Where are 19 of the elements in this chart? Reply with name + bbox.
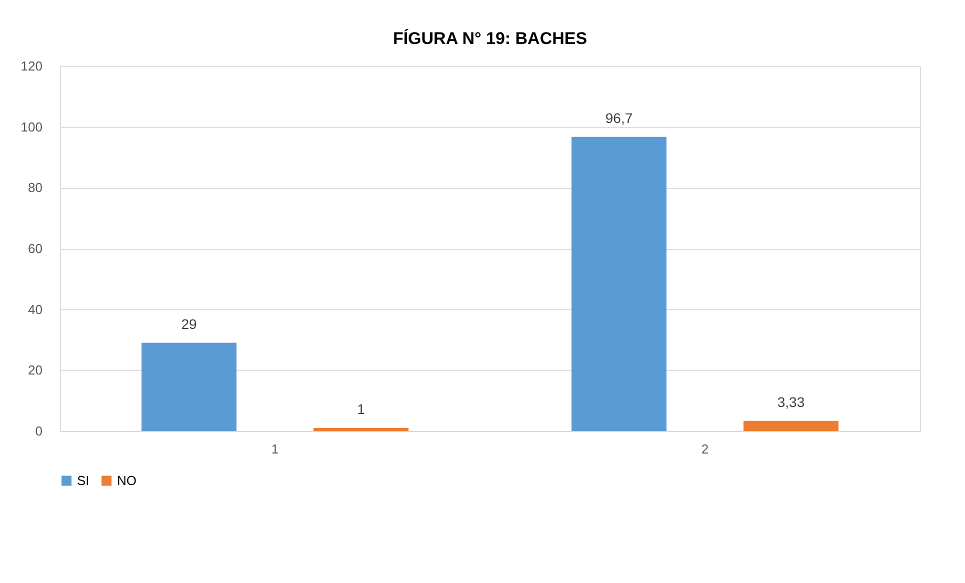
legend-label: SI: [77, 472, 90, 488]
y-tick-label: 120: [20, 58, 42, 74]
legend-label: NO: [117, 472, 136, 488]
bar: [142, 342, 236, 431]
x-tick-label: 2: [701, 442, 709, 456]
bar: [744, 420, 838, 431]
y-tick-label: 0: [35, 424, 42, 438]
data-label: 96,7: [605, 110, 633, 126]
y-tick-label: 20: [28, 362, 42, 378]
bar: [314, 428, 408, 431]
data-label: 3,33: [777, 394, 805, 410]
chart-title: FÍGURA N° 19: BACHES: [392, 28, 588, 48]
y-tick-label: 100: [20, 119, 42, 134]
data-label: 29: [181, 316, 197, 332]
bar: [572, 136, 666, 431]
y-tick-label: 40: [28, 302, 42, 317]
y-tick-label: 60: [28, 241, 42, 256]
data-label: 1: [357, 400, 366, 417]
y-tick-label: 80: [28, 180, 42, 196]
